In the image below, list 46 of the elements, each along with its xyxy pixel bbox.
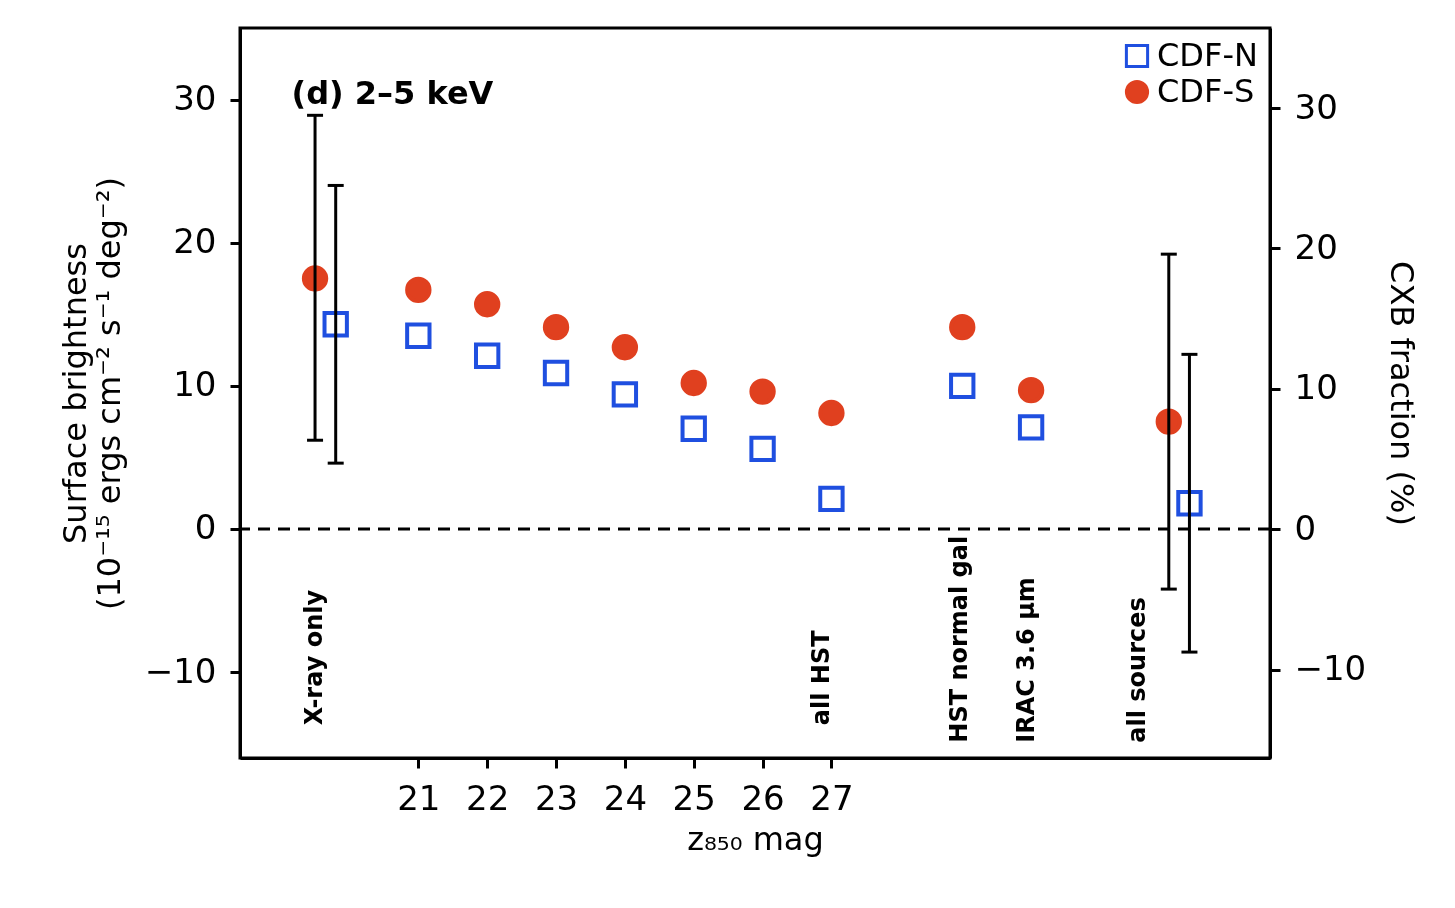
annotation: all sources: [1123, 597, 1152, 743]
point: [749, 435, 776, 462]
point: [1017, 414, 1045, 441]
point: [473, 342, 501, 369]
y-tick-label: 30: [173, 78, 217, 119]
y2-tick-label: 30: [1294, 86, 1338, 127]
y2-axis-title: CXB fraction (%): [1383, 261, 1422, 526]
y2-tick-label: −10: [1294, 648, 1367, 689]
y-tick-label: 10: [173, 364, 217, 405]
point: [473, 291, 501, 318]
point: [611, 334, 639, 361]
y-tick-label: 20: [173, 221, 217, 262]
point: [611, 381, 639, 408]
annotation: (d) 2–5 keV: [291, 74, 494, 113]
y2-tick-label: 20: [1294, 226, 1338, 267]
point: [949, 372, 976, 400]
annotation: X-ray only: [300, 589, 329, 726]
point: [818, 399, 845, 427]
y2-tick-label: 0: [1294, 507, 1317, 548]
legend-label: CDF-S: [1157, 72, 1255, 110]
y-tick-label: 0: [194, 507, 217, 548]
point: [949, 314, 976, 341]
point: [680, 415, 707, 442]
annotation: all HST: [806, 629, 835, 726]
annotation: HST normal gal: [944, 535, 973, 743]
y2-tick-label: 10: [1294, 367, 1338, 408]
point: [1017, 376, 1045, 404]
point: [749, 378, 776, 405]
x-tick-label: 27: [810, 777, 854, 818]
x-tick-label: 22: [466, 777, 510, 818]
x-tick-label: 26: [741, 777, 785, 818]
y-tick-label: −10: [144, 650, 217, 691]
x-tick-label: 25: [672, 777, 716, 818]
x-tick-label: 23: [534, 777, 579, 818]
point: [405, 322, 432, 349]
x-axis-title: z₈₅₀ mag: [687, 819, 824, 858]
point: [818, 485, 845, 513]
annotation: IRAC 3.6 μm: [1011, 577, 1040, 743]
x-tick-label: 24: [603, 777, 648, 818]
point: [405, 276, 432, 304]
x-tick-label: 21: [397, 777, 441, 818]
point: [680, 369, 707, 397]
y-axis-title: Surface brightness (10⁻¹⁵ ergs cm⁻² s⁻¹ deg⁻²): [55, 176, 128, 611]
legend-label: CDF-N: [1157, 36, 1258, 74]
point: [542, 314, 570, 341]
point: [542, 359, 570, 387]
